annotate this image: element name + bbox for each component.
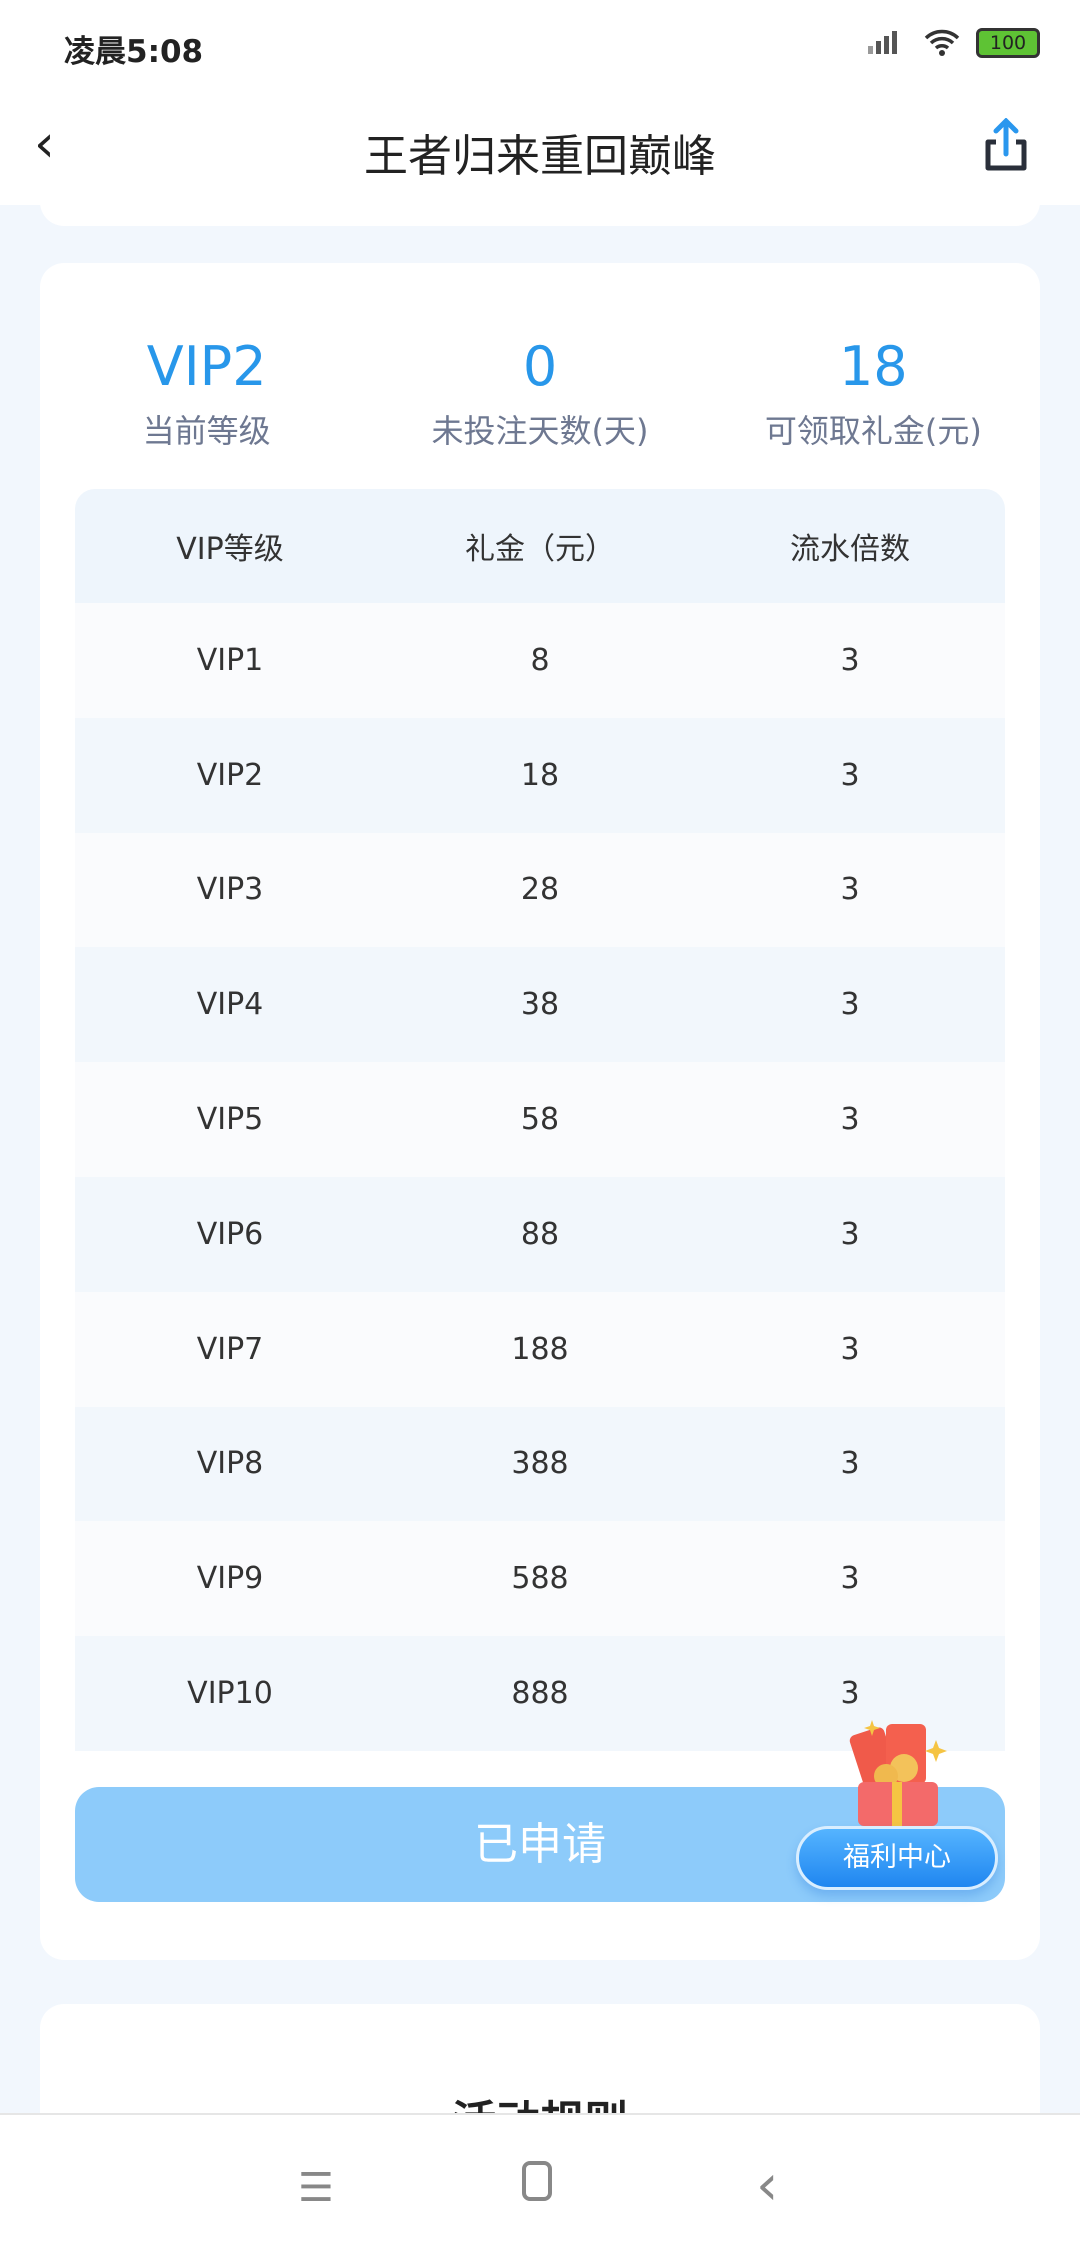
- table-cell: 3: [840, 1446, 860, 1482]
- table-cell: VIP7: [196, 1331, 264, 1367]
- red-envelope-gift-icon: [849, 1720, 947, 1826]
- table-cell: 8: [530, 642, 550, 678]
- table-cell: 3: [840, 987, 860, 1023]
- table-cell: 28: [520, 872, 560, 908]
- column-header: 礼金（元）: [465, 532, 615, 567]
- column-header: 流水倍数: [790, 532, 910, 567]
- home-icon[interactable]: [522, 2161, 552, 2201]
- table-cell: 38: [520, 987, 560, 1023]
- stat-label: 可领取礼金(元): [764, 412, 982, 450]
- back-nav-icon[interactable]: ‹: [756, 2153, 779, 2218]
- table-cell: 888: [511, 1676, 569, 1712]
- stat-value: 18: [838, 335, 908, 398]
- status-bar: 凌晨5:08 100: [0, 0, 1080, 92]
- system-nav-bar: ☰ ‹: [0, 2113, 1080, 2244]
- welfare-center-widget[interactable]: 福利中心: [796, 1720, 998, 1890]
- battery-icon: 100: [976, 28, 1040, 58]
- column-header: VIP等级: [176, 532, 284, 567]
- wifi-icon: [924, 29, 960, 56]
- page-title: 王者归来重回巅峰: [364, 131, 716, 182]
- table-row: VIP2 18 3: [75, 717, 1005, 833]
- table-cell: 188: [511, 1331, 569, 1367]
- table-cell: VIP3: [196, 872, 264, 908]
- nav-bar: ‹ 王者归来重回巅峰: [0, 92, 1080, 205]
- table-cell: 388: [511, 1446, 569, 1482]
- table-cell: VIP9: [196, 1561, 264, 1597]
- menu-icon[interactable]: ☰: [298, 2165, 334, 2211]
- table-cell: 3: [840, 642, 860, 678]
- table-cell: 58: [520, 1102, 560, 1138]
- table-row: VIP1 8 3: [75, 603, 1005, 718]
- table-row: VIP10 888 3: [75, 1636, 1005, 1751]
- vip-table: VIP等级 礼金（元） 流水倍数 VIP1 8 3 VIP2 18 3 VIP3 28 3 VIP…: [75, 489, 1005, 1751]
- stat-current-level: VIP2 当前等级: [40, 335, 373, 452]
- table-cell: 3: [840, 1676, 860, 1712]
- table-row: VIP9 588 3: [75, 1521, 1005, 1637]
- welfare-center-button[interactable]: 福利中心: [796, 1826, 998, 1890]
- table-cell: VIP2: [196, 757, 264, 793]
- table-cell: VIP1: [196, 642, 264, 678]
- table-cell: 3: [840, 1102, 860, 1138]
- vip-bonus-card: VIP2 当前等级 0 未投注天数(天) 18 可领取礼金(元) VIP等级 礼金（元…: [40, 263, 1040, 1960]
- stat-label: 当前等级: [142, 412, 271, 450]
- stat-value: 0: [522, 335, 558, 398]
- table-cell: 18: [520, 757, 560, 793]
- table-cell: 3: [840, 757, 860, 793]
- table-header: VIP等级 礼金（元） 流水倍数: [75, 489, 1005, 603]
- back-button[interactable]: ‹: [34, 114, 55, 174]
- table-row: VIP4 38 3: [75, 947, 1005, 1063]
- table-cell: VIP8: [196, 1446, 264, 1482]
- table-cell: 3: [840, 1216, 860, 1252]
- signal-icon: [868, 31, 897, 54]
- table-cell: VIP4: [196, 987, 264, 1023]
- table-cell: 88: [520, 1216, 560, 1252]
- table-row: VIP7 188 3: [75, 1291, 1005, 1407]
- table-row: VIP5 58 3: [75, 1062, 1005, 1177]
- table-cell: 3: [840, 872, 860, 908]
- table-row: VIP8 388 3: [75, 1406, 1005, 1522]
- stat-claimable-bonus: 18 可领取礼金(元): [707, 335, 1040, 452]
- table-row: VIP3 28 3: [75, 832, 1005, 948]
- stat-value: VIP2: [146, 335, 267, 398]
- table-cell: VIP5: [196, 1102, 264, 1138]
- status-time: 凌晨5:08: [64, 34, 204, 70]
- table-cell: 3: [840, 1331, 860, 1367]
- table-row: VIP6 88 3: [75, 1176, 1005, 1292]
- stat-label: 未投注天数(天): [431, 412, 649, 450]
- table-cell: 3: [840, 1561, 860, 1597]
- table-cell: VIP6: [196, 1216, 264, 1252]
- table-cell: 588: [511, 1561, 569, 1597]
- table-cell: VIP10: [187, 1676, 273, 1712]
- share-icon[interactable]: [982, 118, 1030, 174]
- stat-no-bet-days: 0 未投注天数(天): [373, 335, 706, 452]
